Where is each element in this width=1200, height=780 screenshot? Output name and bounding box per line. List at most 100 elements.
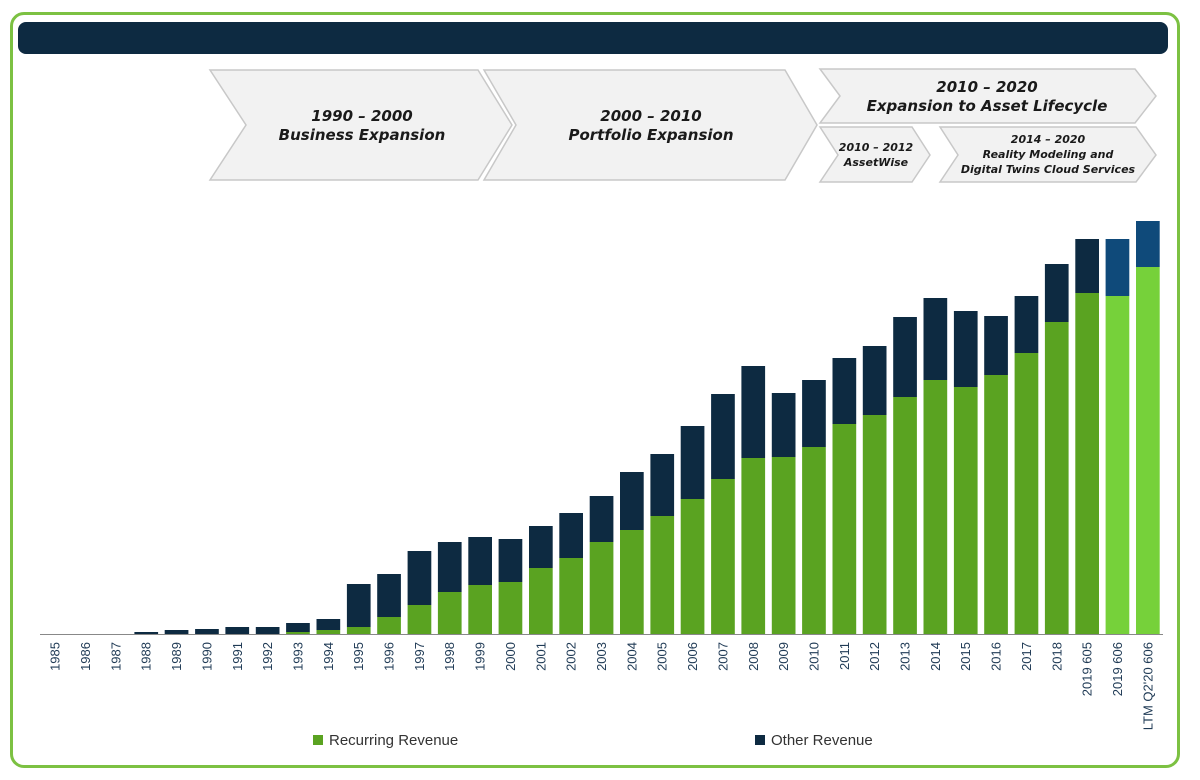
x-tick-labels: 1985 1986 1987 1988 1989 1990 1991 1992 1993 1994… [48, 642, 1156, 730]
x-tick-label: 2001 [533, 642, 548, 671]
bar-other-2009 [771, 393, 796, 457]
legend-other-swatch [755, 735, 765, 745]
legend-recurring-label: Recurring Revenue [329, 732, 458, 749]
x-tick-label: 1991 [230, 642, 245, 671]
bar-recurring-2014 [923, 380, 948, 634]
x-tick-label: 2005 [655, 642, 670, 671]
title-bar [18, 22, 1168, 54]
x-tick-label: 1987 [108, 642, 123, 671]
x-tick-label: 2017 [1019, 642, 1034, 671]
subphase-reality-modeling-chevron [938, 126, 1157, 183]
bar-recurring-2013 [893, 397, 917, 634]
phase-2000-2010-chevron [482, 69, 818, 181]
bar-recurring-2016 [984, 375, 1008, 634]
x-tick-label: 2009 [776, 642, 791, 671]
bar-other-ltm-q2-20-606 [1136, 221, 1160, 267]
bar-recurring-1995 [346, 627, 371, 634]
phase-chevrons: 1990 – 2000 Business Expansion 2000 – 20… [208, 68, 1157, 183]
phase-3-line2: Expansion to Asset Lifecycle [867, 97, 1108, 115]
bar-recurring-2019-605 [1075, 293, 1099, 634]
bars-group [134, 221, 1160, 634]
phase-3-line1: 2010 – 2020 [936, 78, 1037, 96]
bar-other-2013 [893, 317, 917, 397]
phase-2-line2: Portfolio Expansion [568, 126, 733, 144]
x-tick-label: 1993 [291, 642, 306, 671]
x-tick-label: 2007 [715, 642, 730, 671]
bar-recurring-1996 [377, 617, 401, 634]
x-tick-label: 1985 [48, 642, 63, 671]
phase-1-line2: Business Expansion [279, 126, 446, 144]
bar-recurring-2012 [862, 415, 887, 634]
x-tick-label: 2013 [898, 642, 913, 671]
phase-2-line1: 2000 – 2010 [600, 107, 701, 125]
bar-recurring-2004 [620, 530, 644, 634]
subphase-1-line2: AssetWise [843, 156, 909, 169]
subphase-assetwise-chevron [818, 126, 931, 183]
x-tick-label: 2011 [837, 642, 852, 670]
x-tick-label: 2018 [1049, 642, 1064, 671]
bar-other-1994 [316, 619, 341, 630]
bar-recurring-2001 [529, 568, 553, 634]
x-tick-label: 1998 [442, 642, 457, 671]
x-tick-label: 1990 [199, 642, 214, 671]
bar-recurring-2008 [741, 458, 766, 634]
subphase-2-line3: Digital Twins Cloud Services [961, 163, 1136, 176]
bar-recurring-1999 [468, 585, 492, 634]
x-tick-label: 1997 [412, 642, 427, 671]
bar-other-2011 [832, 358, 857, 424]
bar-recurring-2010 [802, 447, 826, 634]
x-tick-label: 2016 [989, 642, 1004, 671]
x-tick-label: 1986 [78, 642, 93, 671]
x-tick-label: 2012 [867, 642, 882, 671]
bar-recurring-2003 [589, 542, 614, 634]
x-tick-label: 1989 [169, 642, 184, 671]
legend-other-label: Other Revenue [771, 732, 873, 749]
bar-other-1997 [407, 551, 432, 605]
subphase-2-line1: 2014 – 2020 [1011, 133, 1086, 146]
bar-recurring-1998 [437, 592, 462, 634]
bar-other-1989 [164, 630, 189, 634]
x-tick-label: 1988 [139, 642, 154, 671]
bar-other-1999 [468, 537, 492, 585]
phase-1990-2000-chevron [208, 69, 513, 181]
bar-recurring-2005 [650, 516, 675, 634]
bar-other-2018 [1044, 264, 1069, 322]
bar-other-2001 [529, 526, 553, 568]
bar-other-1988 [134, 632, 159, 634]
x-tick-label: 2010 [807, 642, 822, 671]
x-tick-label: 2003 [594, 642, 609, 671]
bar-other-2014 [923, 298, 948, 380]
x-tick-label: 2000 [503, 642, 518, 671]
bar-recurring-ltm-q2-20-606 [1136, 267, 1160, 634]
x-tick-label: 2002 [564, 642, 579, 671]
bar-other-2005 [650, 454, 675, 516]
x-tick-label: 1994 [321, 642, 336, 671]
bar-other-1992 [255, 627, 280, 634]
x-tick-label: 2015 [958, 642, 973, 671]
bar-other-2003 [589, 496, 614, 542]
x-tick-label: 1996 [382, 642, 397, 671]
x-tick-label: LTM Q2'20 606 [1140, 642, 1155, 730]
bar-recurring-1997 [407, 605, 432, 634]
x-tick-label: 1992 [260, 642, 275, 671]
bar-other-2008 [741, 366, 766, 458]
legend-recurring-swatch [313, 735, 323, 745]
bar-other-2002 [559, 513, 583, 558]
bar-recurring-2007 [711, 479, 735, 634]
legend: Recurring Revenue Other Revenue [313, 732, 873, 749]
bar-recurring-1993 [286, 632, 310, 634]
bar-other-1998 [437, 542, 462, 592]
bar-recurring-2009 [771, 457, 796, 634]
bar-other-2019-605 [1075, 239, 1099, 293]
x-tick-label: 1999 [473, 642, 488, 671]
x-tick-label: 2019 606 [1110, 642, 1125, 696]
x-tick-label: 2014 [928, 642, 943, 671]
bar-other-2006 [680, 426, 705, 499]
x-tick-label: 1995 [351, 642, 366, 671]
subphase-2-line2: Reality Modeling and [983, 148, 1114, 161]
bar-recurring-2017 [1014, 353, 1039, 634]
x-tick-label: 2008 [746, 642, 761, 671]
bar-recurring-2015 [953, 387, 978, 634]
x-tick-label: 2019 605 [1080, 642, 1095, 696]
